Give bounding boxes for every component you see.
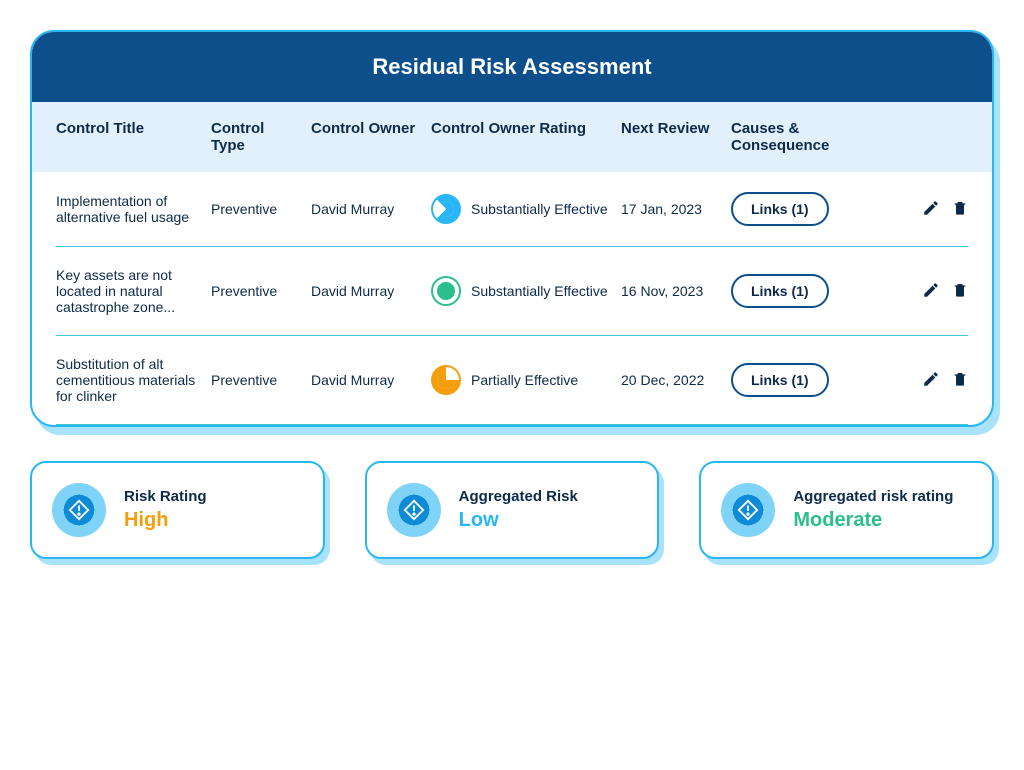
rating-icon — [431, 365, 461, 395]
cell-title: Substitution of alt cementitious materia… — [56, 356, 211, 404]
cell-causes: Links (1) — [731, 363, 871, 397]
summary-card: Aggregated risk rating Moderate — [699, 461, 994, 559]
cell-type: Preventive — [211, 372, 311, 388]
summary-cards: Risk Rating High Aggregated Risk Low Agg… — [30, 461, 994, 559]
rating-label: Substantially Effective — [471, 283, 608, 299]
table-header: Control Title Control Type Control Owner… — [32, 102, 992, 172]
links-button[interactable]: Links (1) — [731, 274, 829, 308]
cell-review: 17 Jan, 2023 — [621, 201, 731, 217]
cell-title: Key assets are not located in natural ca… — [56, 267, 211, 315]
card-value: High — [124, 509, 207, 532]
cell-review: 16 Nov, 2023 — [621, 283, 731, 299]
table-row: Substitution of alt cementitious materia… — [56, 336, 968, 425]
cell-type: Preventive — [211, 201, 311, 217]
col-header-review: Next Review — [621, 120, 731, 154]
col-header-causes: Causes & Consequence — [731, 120, 871, 154]
edit-icon[interactable] — [922, 370, 940, 391]
cell-causes: Links (1) — [731, 192, 871, 226]
rating-icon — [431, 276, 461, 306]
cell-review: 20 Dec, 2022 — [621, 372, 731, 388]
cell-owner: David Murray — [311, 201, 431, 217]
cell-type: Preventive — [211, 283, 311, 299]
card-value: Low — [459, 509, 578, 532]
links-button[interactable]: Links (1) — [731, 192, 829, 226]
card-label: Risk Rating — [124, 488, 207, 505]
card-label: Aggregated Risk — [459, 488, 578, 505]
summary-card: Aggregated Risk Low — [365, 461, 660, 559]
delete-icon[interactable] — [952, 281, 968, 302]
cell-owner: David Murray — [311, 283, 431, 299]
alert-diamond-icon — [52, 483, 106, 537]
risk-assessment-panel: Residual Risk Assessment Control Title C… — [30, 30, 994, 427]
cell-title: Implementation of alternative fuel usage — [56, 193, 211, 225]
rating-label: Substantially Effective — [471, 201, 608, 217]
edit-icon[interactable] — [922, 199, 940, 220]
alert-diamond-icon — [721, 483, 775, 537]
rating-icon — [425, 188, 467, 230]
col-header-title: Control Title — [56, 120, 211, 154]
col-header-owner: Control Owner — [311, 120, 431, 154]
panel-title: Residual Risk Assessment — [32, 32, 992, 102]
col-header-type: Control Type — [211, 120, 311, 154]
summary-card: Risk Rating High — [30, 461, 325, 559]
alert-diamond-icon — [387, 483, 441, 537]
cell-rating: Partially Effective — [431, 365, 621, 395]
cell-owner: David Murray — [311, 372, 431, 388]
cell-rating: Substantially Effective — [431, 194, 621, 224]
cell-causes: Links (1) — [731, 274, 871, 308]
rating-label: Partially Effective — [471, 372, 578, 388]
table-body: Implementation of alternative fuel usage… — [32, 172, 992, 425]
edit-icon[interactable] — [922, 281, 940, 302]
table-row: Key assets are not located in natural ca… — [56, 247, 968, 336]
table-row: Implementation of alternative fuel usage… — [56, 172, 968, 247]
delete-icon[interactable] — [952, 370, 968, 391]
card-value: Moderate — [793, 509, 953, 532]
card-label: Aggregated risk rating — [793, 488, 953, 505]
cell-rating: Substantially Effective — [431, 276, 621, 306]
links-button[interactable]: Links (1) — [731, 363, 829, 397]
delete-icon[interactable] — [952, 199, 968, 220]
col-header-rating: Control Owner Rating — [431, 120, 621, 154]
